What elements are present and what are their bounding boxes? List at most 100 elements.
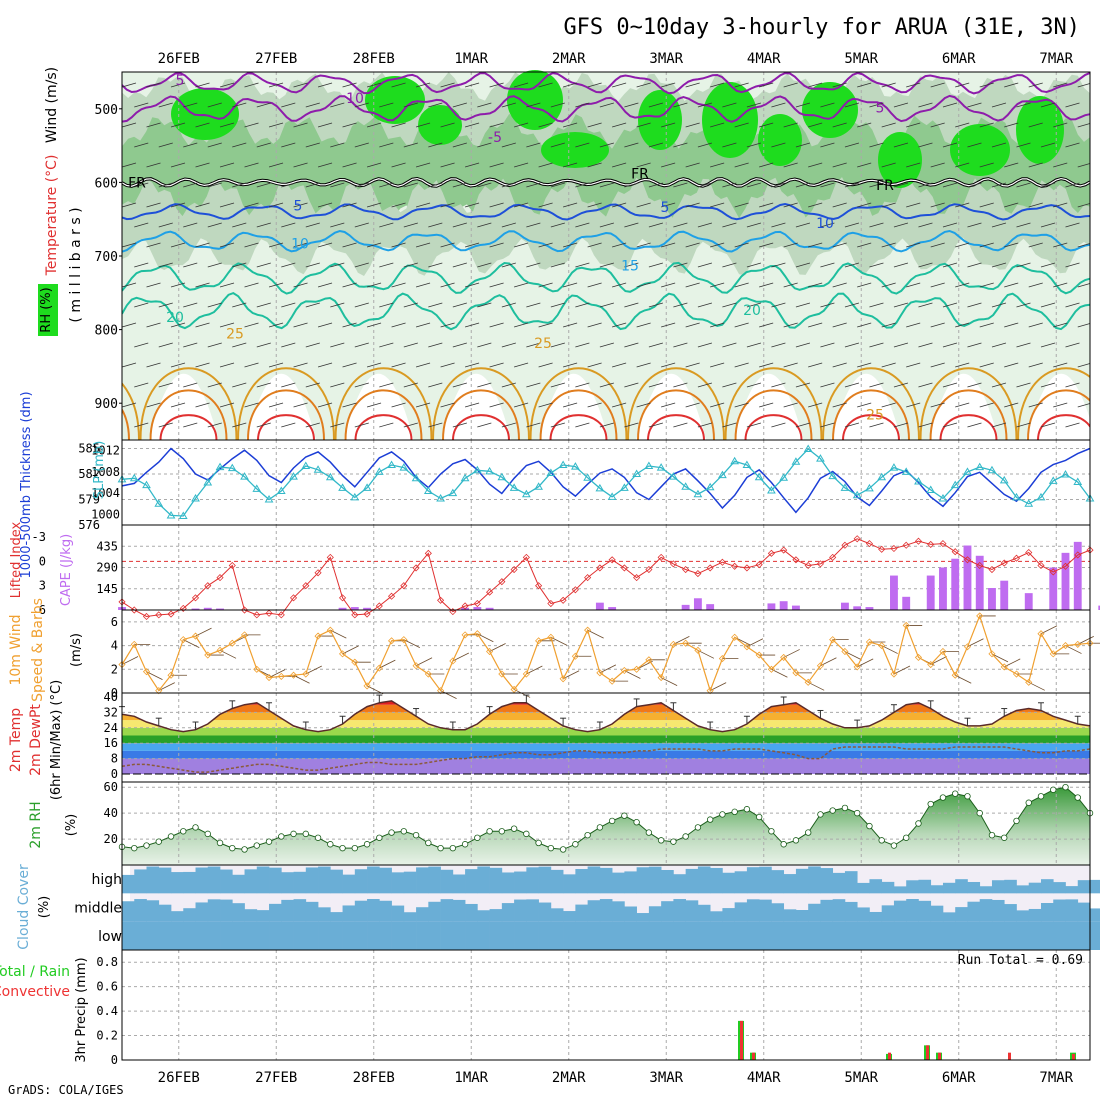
cloud-cell [636,867,650,894]
li-marker [351,611,359,619]
thickness-frame [121,439,1091,526]
rh-marker [547,844,555,852]
wind-barb [685,162,700,168]
wind-barb [1065,342,1080,348]
contour-label: 20 [743,303,761,319]
wind-barb [379,262,394,268]
cloud-cell [930,905,944,922]
wind-barb [317,82,333,88]
wind-barb [415,402,431,408]
wind-barb [268,669,286,678]
cloud-cell [906,899,919,922]
cloud-cell [1090,921,1100,950]
wind-marker [584,626,592,634]
slp-marker [828,471,838,480]
li-marker [755,561,763,569]
wind-barb [746,222,762,228]
cloud-cell [489,921,503,950]
wind-barb [599,422,614,428]
wind-barb [256,222,271,228]
contour-5c [121,202,1091,221]
wind-marker [767,665,775,673]
slp-marker [509,483,519,491]
wind-marker [902,621,910,629]
cloud-cell [636,921,650,950]
rh-marker [278,833,285,840]
wind-barb [244,162,259,168]
wind-barb [1040,342,1056,348]
li-marker [155,611,163,619]
surface-temp-contour [1027,389,1100,441]
wind-barb [734,282,749,288]
cloud-cell [354,900,368,922]
slp-marker [779,473,789,481]
precip-tick: 0.2 [96,1029,118,1043]
slp-marker [325,472,335,481]
wind-barb [979,282,994,288]
cloud-cell [1016,910,1030,922]
wind-barb [281,382,296,388]
cloud-cell [354,869,368,894]
precip-tick: 0.6 [96,980,118,994]
wind-barb [170,242,186,248]
wind-barb [477,422,492,428]
wind-barb [403,382,418,388]
wind-barb [612,162,627,168]
rh-marker [1013,817,1020,825]
wind-barb [746,142,762,148]
wind-barb [452,422,467,428]
wind-barb [832,322,847,328]
wind-barb [942,262,958,268]
cloud-cell [587,900,601,922]
wind-barb [207,142,222,148]
cloud-cell [759,866,772,894]
cape-bar [939,567,947,610]
rh-legend-swatch [38,284,58,336]
wind-barb [857,202,872,208]
wind-marker [963,643,972,651]
cape-bar [841,602,849,610]
wind-barb [538,242,553,248]
rh-marker [241,846,248,853]
wind-marker [718,655,726,663]
wind-barb [305,342,320,348]
wind-barb [538,122,553,128]
wind-barb [955,162,970,168]
surface-temp-contour [334,367,433,441]
cloud-cell [783,874,797,894]
wind-barb [305,382,320,388]
wind-barb [979,322,994,328]
wind-barb [1016,342,1031,348]
wind-barb [244,242,259,248]
wind-barb [697,262,713,268]
wind-barb [134,102,149,108]
wind-barb [783,282,798,288]
wind-barb [759,242,774,248]
cloud-cell [550,921,564,950]
temp-tick: 24 [104,721,118,735]
wind-barb [709,682,727,691]
wind-barb [636,122,651,128]
wind-barb [599,342,614,348]
wind-barb [170,322,186,328]
wind-barb [881,162,896,168]
wind-barb [795,382,811,388]
rh-marker [572,841,579,848]
li-marker [1000,559,1008,567]
wind-barb [538,162,553,168]
wind-barb [734,322,749,328]
wind-barb [734,122,749,128]
slp-marker [497,472,507,481]
cloud-cell [330,869,343,894]
wind-barb [661,82,676,88]
temp-line [121,700,1091,733]
surface-temp-contour [247,389,325,441]
wind-barb [869,422,884,428]
wind-barb [513,122,529,128]
wind-barb [342,322,357,328]
wind-barb [501,182,516,188]
cloud-cell [158,904,172,922]
wind-barb [452,342,467,348]
wind-barb [391,242,406,248]
wind-barb [305,422,320,428]
